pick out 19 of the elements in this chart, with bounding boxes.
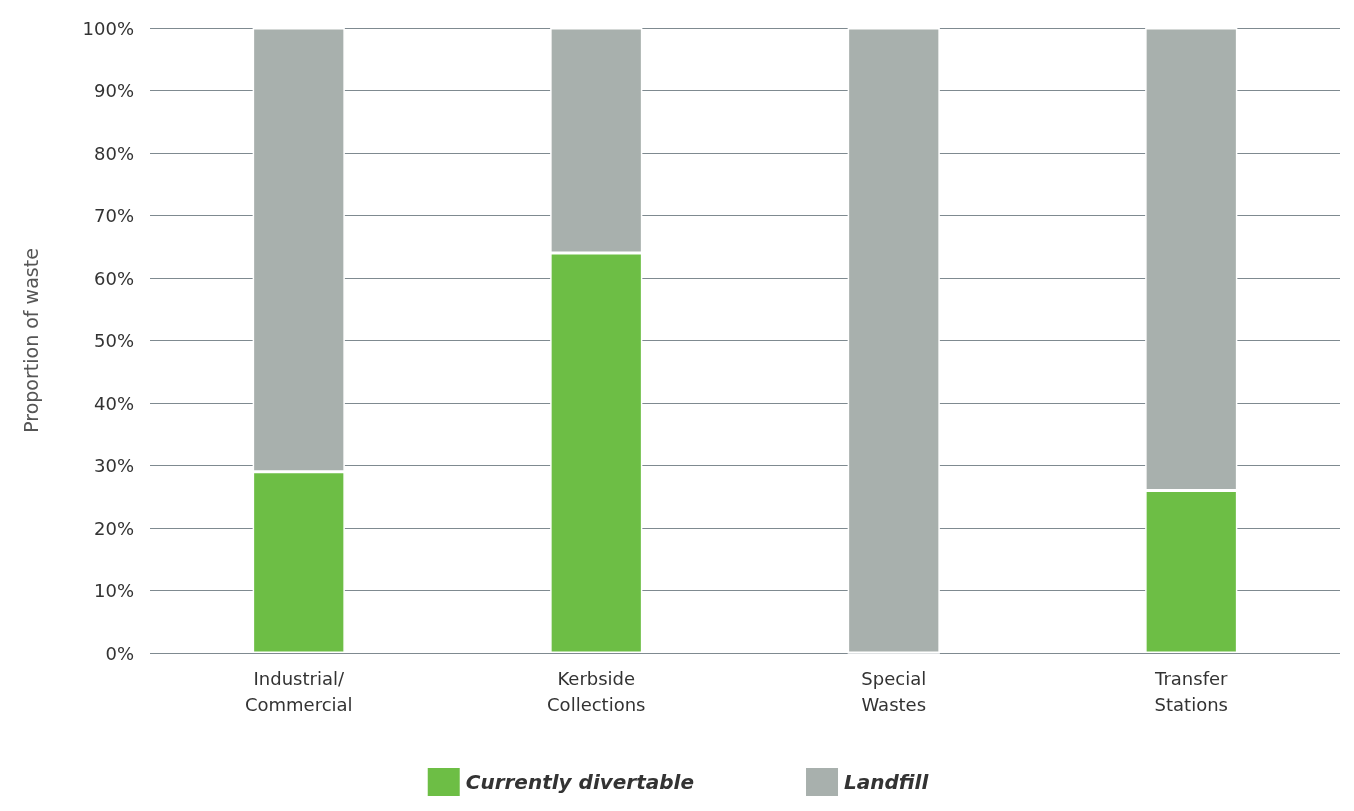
y-tick-label: 70% [93,205,134,226]
y-axis-title: Proportion of waste [19,248,42,433]
x-tick-label: Transfer Stations [1154,667,1229,715]
y-tick-label: 80% [93,142,134,164]
y-tick-label: 50% [93,330,134,351]
y-tick-label: 40% [93,392,134,414]
y-tick-label: 0% [105,642,134,664]
legend-label: Landfill [844,770,930,794]
bar [847,28,940,653]
y-tick-label: 30% [93,455,134,476]
y-tick-label: 100% [82,17,134,39]
y-tick-label: 20% [93,517,134,539]
x-tick-label: Special Wastes [861,667,927,715]
y-tick-label: 60% [93,267,134,289]
y-tick-label: 90% [93,80,134,101]
x-tick-label: Industrial/ Commercial [244,667,353,715]
y-tick-label: 10% [93,580,134,601]
legend-label: Currently divertable [465,770,695,794]
x-tick-label: Kerbside Collections [547,667,646,715]
